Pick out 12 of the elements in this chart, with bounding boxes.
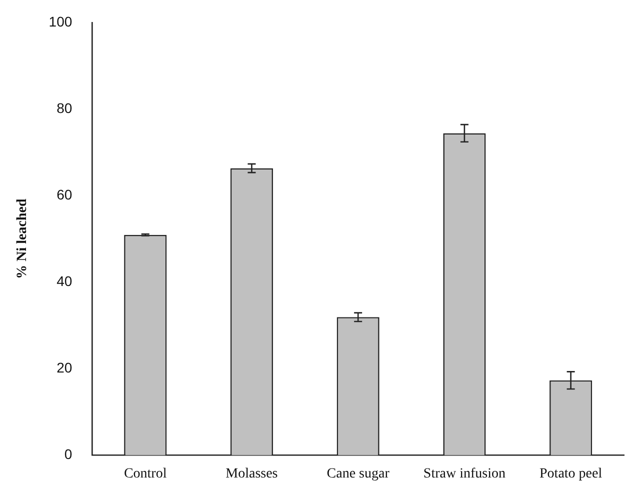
y-tick-label: 80 xyxy=(56,100,72,116)
x-tick-label: Potato peel xyxy=(540,466,602,482)
x-tick-label: Straw infusion xyxy=(423,466,506,482)
y-tick-label: 0 xyxy=(64,446,72,462)
y-tick-label: 60 xyxy=(56,186,72,202)
y-tick-label: 20 xyxy=(56,360,72,376)
x-tick-label: Molasses xyxy=(226,466,278,482)
y-axis-title: % Ni leached xyxy=(15,198,30,279)
y-tick-label: 100 xyxy=(48,13,72,30)
y-tick-label: 40 xyxy=(56,272,72,289)
x-tick-label: Cane sugar xyxy=(326,466,390,482)
x-tick-label: Control xyxy=(124,466,167,482)
